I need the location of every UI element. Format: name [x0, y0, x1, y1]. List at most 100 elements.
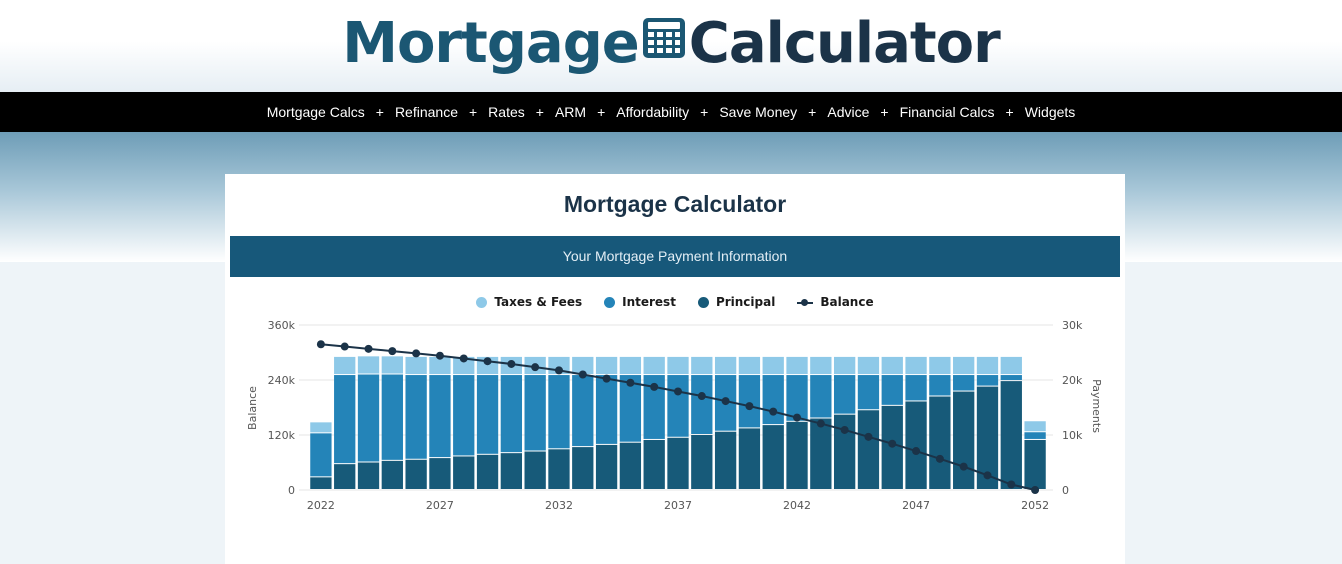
balance-point: [365, 345, 373, 353]
nav-separator: +: [536, 104, 544, 120]
left-axis-tick-label: 360k: [268, 319, 296, 332]
bar-taxes-fees: [334, 357, 355, 374]
bar-taxes-fees: [596, 357, 617, 374]
bar-interest: [905, 375, 926, 400]
site-header: MortgageCalculator: [0, 0, 1342, 92]
bar-taxes-fees: [763, 357, 784, 374]
left-axis-title: Balance: [246, 386, 259, 430]
bar-interest: [1001, 375, 1022, 380]
nav-separator: +: [469, 104, 477, 120]
bar-principal: [644, 440, 665, 489]
bar-principal: [1024, 440, 1045, 489]
bar-interest: [501, 375, 522, 452]
bar-taxes-fees: [929, 357, 950, 374]
balance-point: [603, 375, 611, 383]
bar-interest: [667, 375, 688, 437]
bar-taxes-fees: [953, 357, 974, 374]
bar-principal: [810, 419, 831, 490]
bar-taxes-fees: [358, 356, 379, 373]
balance-point: [484, 357, 492, 365]
bar-interest: [382, 375, 403, 460]
balance-point: [1031, 486, 1039, 494]
balance-point: [555, 366, 563, 374]
bar-principal: [501, 453, 522, 489]
bar-taxes-fees: [382, 356, 403, 373]
balance-point: [793, 414, 801, 422]
payment-chart: 360k240k120k030k20k10k0BalancePayments20…: [225, 174, 1125, 564]
balance-point: [626, 379, 634, 387]
right-axis-tick-label: 20k: [1062, 374, 1083, 387]
balance-point: [460, 354, 468, 362]
bar-taxes-fees: [715, 357, 736, 374]
nav-item-save-money[interactable]: Save Money: [719, 104, 797, 120]
balance-point: [674, 387, 682, 395]
bar-principal: [358, 463, 379, 490]
nav-item-arm[interactable]: ARM: [555, 104, 586, 120]
bar-principal: [477, 455, 498, 489]
bar-principal: [763, 425, 784, 489]
balance-point: [650, 383, 658, 391]
nav-item-affordability[interactable]: Affordability: [616, 104, 689, 120]
balance-point: [531, 363, 539, 371]
site-logo[interactable]: MortgageCalculator: [0, 6, 1342, 88]
bar-principal: [667, 438, 688, 489]
bar-principal: [548, 449, 569, 489]
nav-separator: +: [597, 104, 605, 120]
nav-separator: +: [700, 104, 708, 120]
balance-point: [317, 340, 325, 348]
bar-principal: [453, 456, 474, 489]
bar-taxes-fees: [786, 357, 807, 374]
balance-point: [436, 352, 444, 360]
nav-item-advice[interactable]: Advice: [827, 104, 869, 120]
balance-point: [698, 392, 706, 400]
bar-taxes-fees: [644, 357, 665, 374]
bar-interest: [310, 433, 331, 476]
bar-interest: [525, 375, 546, 450]
bar-principal: [382, 461, 403, 489]
calculator-icon: [642, 6, 686, 76]
nav-separator: +: [1006, 104, 1014, 120]
balance-point: [722, 397, 730, 405]
x-axis-tick-label: 2027: [426, 499, 454, 512]
nav-separator: +: [808, 104, 816, 120]
calculator-card: Mortgage Calculator Your Mortgage Paymen…: [225, 174, 1125, 564]
right-axis-tick-label: 10k: [1062, 429, 1083, 442]
bar-interest: [358, 375, 379, 462]
bar-principal: [929, 397, 950, 490]
balance-point: [507, 360, 515, 368]
balance-point: [1007, 481, 1015, 489]
left-axis-tick-label: 240k: [268, 374, 296, 387]
bar-principal: [310, 477, 331, 489]
bar-taxes-fees: [405, 357, 426, 374]
balance-point: [888, 440, 896, 448]
x-axis-tick-label: 2037: [664, 499, 692, 512]
logo-word-calculator: Calculator: [689, 11, 1000, 76]
balance-point: [960, 463, 968, 471]
bar-taxes-fees: [1024, 421, 1045, 431]
nav-item-refinance[interactable]: Refinance: [395, 104, 458, 120]
nav-item-financial-calcs[interactable]: Financial Calcs: [900, 104, 995, 120]
bar-interest: [405, 375, 426, 459]
bar-interest: [1024, 432, 1045, 439]
bar-interest: [882, 375, 903, 405]
nav-item-mortgage-calcs[interactable]: Mortgage Calcs: [267, 104, 365, 120]
balance-point: [841, 426, 849, 434]
x-axis-tick-label: 2032: [545, 499, 573, 512]
bar-principal: [405, 460, 426, 489]
right-axis-tick-label: 0: [1062, 484, 1069, 497]
bar-interest: [596, 375, 617, 444]
balance-point: [864, 433, 872, 441]
bar-principal: [334, 464, 355, 489]
bar-taxes-fees: [810, 357, 831, 374]
nav-item-rates[interactable]: Rates: [488, 104, 525, 120]
bar-interest: [739, 375, 760, 427]
bar-interest: [763, 375, 784, 424]
balance-point: [936, 455, 944, 463]
bar-interest: [453, 375, 474, 455]
bar-principal: [525, 452, 546, 490]
bar-interest: [953, 375, 974, 391]
nav-separator: +: [880, 104, 888, 120]
nav-item-widgets[interactable]: Widgets: [1025, 104, 1076, 120]
balance-point: [817, 420, 825, 428]
bar-principal: [572, 447, 593, 489]
